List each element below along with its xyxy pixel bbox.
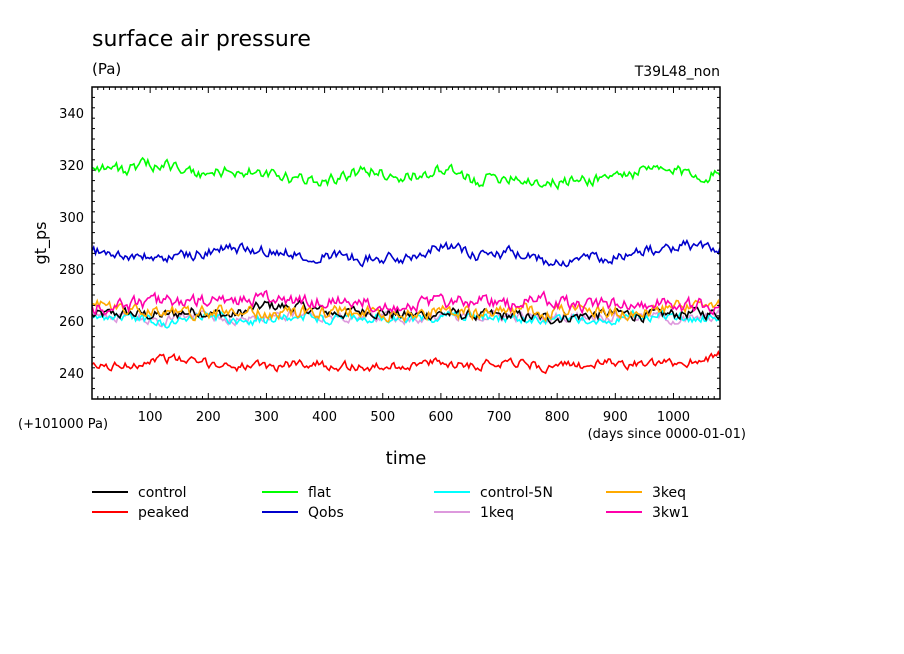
series-layer [92,156,720,375]
legend-label-3keq: 3keq [652,485,686,501]
y-offset-note: (+101000 Pa) [18,417,108,432]
legend-label-qobs: Qobs [308,505,344,521]
x-tick-label: 400 [312,410,337,425]
series-line-flat [92,156,720,191]
legend-label-3kw1: 3kw1 [652,505,689,521]
x-tick-label: 1000 [657,410,690,425]
legend-label-flat: flat [308,485,331,501]
x-tick-label: 500 [370,410,395,425]
y-tick-label: 280 [59,263,84,278]
x-tick-label: 100 [138,410,163,425]
y-tick-label: 240 [59,367,84,382]
legend-label-control: control [138,485,187,501]
series-line-3kw1 [92,289,720,316]
legend-label-1keq: 1keq [480,505,514,521]
chart-title: surface air pressure [92,27,311,52]
y-tick-label: 300 [59,211,84,226]
x-tick-label: 800 [545,410,570,425]
plot-frame [91,86,721,400]
x-tick-label: 600 [428,410,453,425]
x-unit-note: (days since 0000-01-01) [588,427,746,442]
legend: control flat control-5N 3keq peaked Qobs 1keq 3… [92,485,689,521]
x-tick-label: 900 [603,410,628,425]
run-label: T39L48_non [634,64,720,80]
x-tick-label: 300 [254,410,279,425]
series-line-3keq [92,298,720,323]
x-axis-label: time [386,448,427,469]
legend-label-control-5n: control-5N [480,485,553,501]
x-tick-label: 700 [487,410,512,425]
x-tick-label: 200 [196,410,221,425]
y-tick-label: 340 [59,107,84,122]
y-axis-label: gt_ps [31,222,51,265]
series-line-qobs [92,238,720,268]
legend-label-peaked: peaked [138,505,189,521]
units-label: (Pa) [92,60,121,78]
series-line-peaked [92,349,720,375]
ticks-layer: 100 200 300 400 500 600 700 800 900 1000 240 260 280… [59,87,720,425]
y-tick-label: 320 [59,159,84,174]
y-tick-label: 260 [59,315,84,330]
